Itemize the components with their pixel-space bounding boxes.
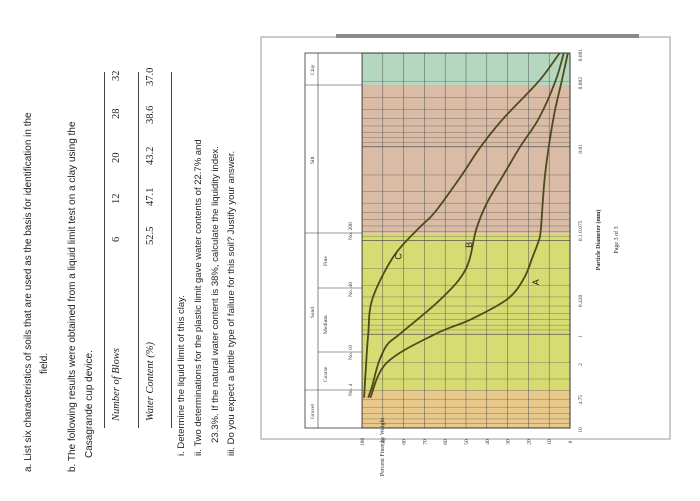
y-tick-label: 80	[402, 439, 408, 445]
x-tick-label: 1	[578, 335, 584, 338]
header-coarse: Coarse	[323, 366, 329, 382]
y-tick-label: 100	[360, 438, 366, 447]
y-tick-label: 90	[381, 439, 387, 445]
chart-top-bar	[336, 34, 639, 38]
y-axis-label: Percent Finer by Weight	[380, 418, 386, 477]
sieve-label-no200: No. 200	[348, 222, 354, 240]
table-rule-middle	[138, 72, 139, 428]
x-tick-label: 0.01	[578, 144, 584, 154]
y-tick-label: 60	[443, 439, 449, 445]
x-tick-labels: 10 4.75 2 1 0.420 0.1 0.075 0.01 0.002 0.001	[578, 49, 584, 433]
header-band	[304, 52, 363, 429]
curve-A	[369, 52, 569, 399]
curve-B	[367, 52, 565, 398]
y-tick-label: 40	[485, 439, 491, 445]
header-medium: Medium	[323, 315, 329, 334]
sieve-label-no4: No. 4	[348, 384, 354, 396]
x-tick-label: 10	[578, 427, 584, 433]
curve-C	[363, 52, 561, 398]
header-silt: Silt	[310, 156, 316, 164]
curve-label-C: C	[394, 253, 404, 260]
header-sand: Sand	[310, 307, 316, 318]
y-tick-label: 30	[506, 439, 512, 445]
y-tick-label: 10	[547, 439, 553, 445]
y-tick-label: 50	[464, 439, 470, 445]
sieve-label-no40: No. 40	[348, 282, 354, 297]
y-tick-labels: 100 90 80 70 60 50 40 30 20 10 0	[360, 438, 574, 447]
table-rule-bottom	[171, 72, 172, 428]
x-tick-label: 0.001	[578, 49, 584, 62]
page-number: Page 3 of 3	[613, 226, 620, 253]
x-tick-label: 0.420	[578, 294, 584, 307]
gradation-curves: A B C	[363, 52, 569, 399]
y-tick-label: 20	[526, 439, 532, 445]
x-axis-label: Particle Diameter (mm)	[595, 210, 602, 271]
y-tick-label: 70	[422, 439, 428, 445]
y-tick-label: 0	[568, 440, 574, 443]
header-gravel: Gravel	[310, 404, 316, 419]
sieve-label-no10: No. 10	[348, 345, 354, 360]
table-rule-top	[104, 72, 105, 428]
curve-label-B: B	[464, 242, 474, 248]
x-tick-label: 4.75	[578, 395, 584, 405]
header-fine: Fine	[323, 256, 329, 266]
x-tick-label: 0.002	[578, 77, 584, 90]
curve-label-A: A	[531, 279, 541, 285]
x-tick-label: 2	[578, 363, 584, 366]
x-tick-label: 0.1 0.075	[578, 220, 584, 241]
header-clay: Clay	[310, 64, 316, 75]
